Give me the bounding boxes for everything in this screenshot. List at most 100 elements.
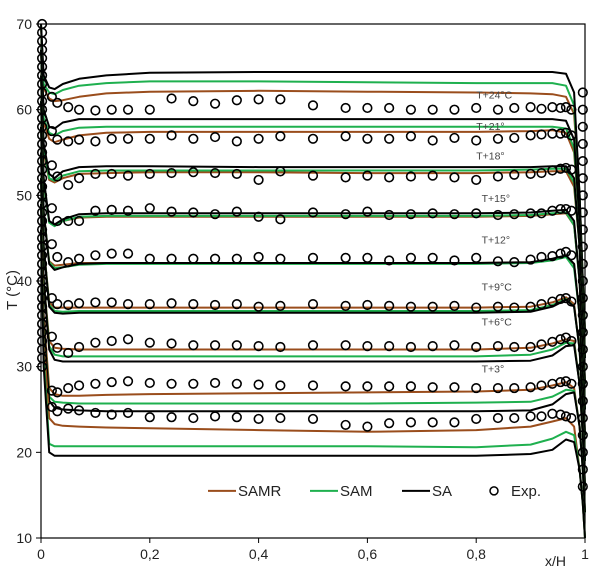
exp-point	[307, 133, 319, 144]
exp-point	[449, 132, 460, 144]
exp-point	[188, 412, 199, 424]
exp-point	[307, 380, 319, 391]
exp-point	[253, 174, 264, 186]
exp-point	[427, 341, 438, 352]
x-tick-label: 0,2	[140, 546, 160, 562]
exp-point	[188, 167, 199, 178]
exp-point	[46, 331, 57, 342]
exp-point	[405, 252, 417, 263]
exp-point	[560, 203, 572, 215]
exp-point	[566, 378, 577, 389]
exp-point	[340, 252, 351, 263]
y-tick-label: 40	[16, 273, 32, 289]
x-tick-label: 1	[581, 546, 589, 562]
exp-point	[106, 168, 117, 180]
exp-point	[73, 341, 85, 353]
exp-point	[340, 209, 351, 220]
exp-point	[253, 379, 264, 390]
exp-point	[427, 135, 438, 146]
exp-point	[509, 132, 520, 144]
exp-point	[362, 206, 373, 217]
exp-point	[471, 174, 482, 186]
exp-point	[555, 163, 566, 174]
exp-point	[63, 215, 74, 227]
exp-point	[577, 121, 588, 132]
exp-point	[63, 403, 74, 414]
exp-point	[555, 102, 566, 114]
exp-point	[509, 209, 520, 220]
exp-point	[560, 411, 572, 422]
exp-point	[471, 382, 482, 394]
exp-point	[90, 105, 101, 116]
exp-point	[209, 98, 221, 109]
exp-point	[405, 209, 417, 220]
exp-point	[384, 209, 395, 221]
exp-point	[253, 211, 264, 222]
line-samr	[40, 203, 586, 513]
exp-point	[384, 341, 395, 352]
exp-point	[73, 173, 85, 184]
exp-point	[52, 97, 63, 108]
exp-point	[275, 214, 286, 225]
exp-point	[122, 407, 134, 419]
exp-point	[275, 380, 286, 391]
exp-point	[492, 412, 504, 424]
exp-point	[231, 412, 242, 423]
exp-point	[577, 275, 588, 287]
exp-point	[577, 430, 588, 441]
exp-point	[209, 253, 221, 264]
y-tick-label: 50	[16, 187, 32, 203]
legend-label: Exp.	[511, 483, 541, 500]
exp-point	[555, 128, 566, 139]
exp-point	[362, 299, 373, 311]
legend-label: SA	[432, 483, 452, 500]
exp-point	[384, 300, 395, 311]
exp-point	[166, 338, 177, 349]
exp-point	[166, 93, 177, 104]
exp-point	[209, 340, 221, 351]
exp-point	[307, 252, 319, 263]
exp-point	[188, 133, 199, 144]
exp-point	[73, 215, 85, 227]
exp-point	[63, 257, 74, 268]
exp-point	[509, 302, 520, 313]
exp-point	[36, 361, 48, 372]
y-tick-label: 70	[16, 16, 32, 32]
exp-point	[52, 134, 63, 145]
exp-point	[547, 101, 558, 113]
exp-point	[188, 299, 199, 310]
exp-point	[144, 168, 155, 180]
y-tick-label: 20	[16, 444, 32, 460]
exp-point	[577, 310, 588, 321]
exp-point	[52, 342, 63, 353]
exp-point	[384, 102, 395, 114]
exp-point	[253, 251, 264, 263]
exp-point	[577, 87, 588, 98]
exp-point	[73, 380, 85, 391]
exp-point	[449, 382, 460, 393]
exp-point	[427, 252, 438, 263]
exp-point	[340, 131, 351, 142]
exp-point	[449, 255, 460, 266]
exp-point	[566, 130, 577, 141]
exp-point	[384, 255, 395, 266]
exp-point	[525, 130, 536, 141]
exp-point	[577, 412, 588, 424]
x-tick-label: 0,4	[249, 546, 269, 562]
line-sam	[40, 229, 586, 539]
exp-point	[253, 94, 264, 105]
exp-point	[231, 95, 242, 106]
exp-point	[471, 102, 482, 114]
exp-point	[63, 299, 74, 311]
exp-point	[525, 168, 536, 180]
exp-point	[577, 378, 588, 389]
exp-point	[253, 341, 264, 352]
exp-point	[52, 215, 63, 227]
exp-point	[577, 224, 588, 235]
exp-point	[405, 104, 417, 115]
exp-point	[166, 206, 177, 217]
exp-point	[509, 341, 520, 353]
exp-point	[577, 104, 588, 115]
exp-point	[307, 170, 319, 181]
exp-point	[566, 250, 577, 261]
